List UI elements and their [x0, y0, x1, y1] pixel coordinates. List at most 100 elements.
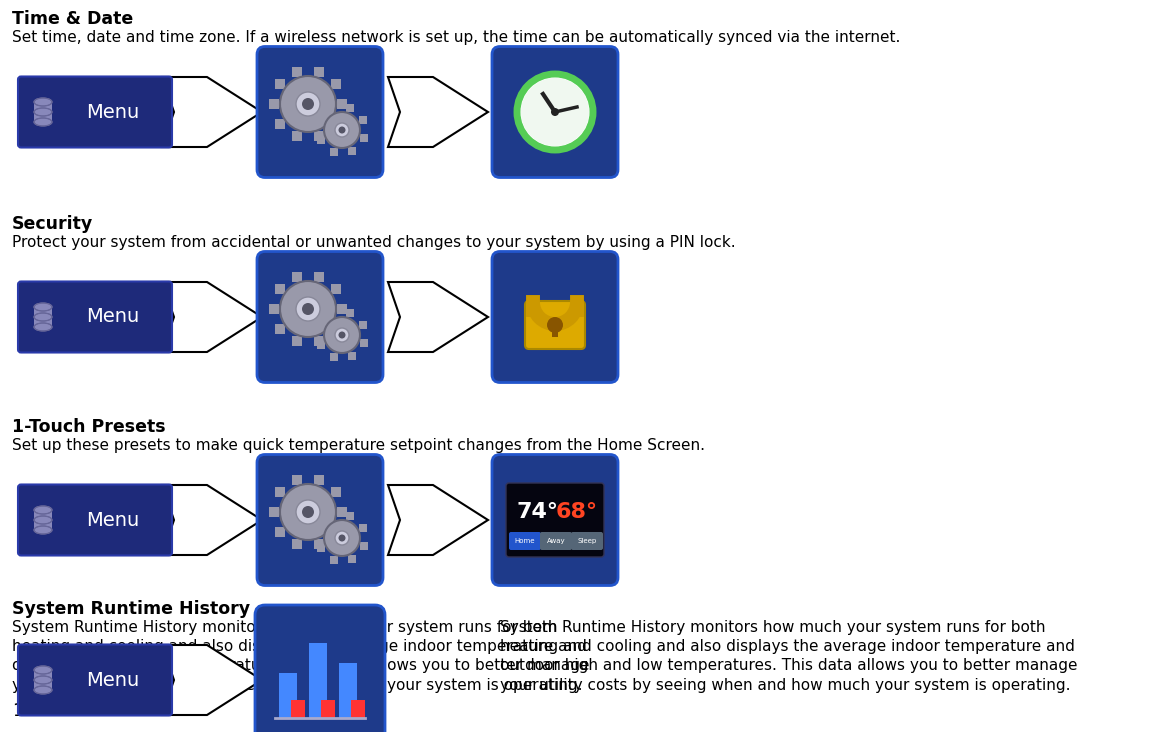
- Bar: [269, 507, 279, 517]
- Polygon shape: [163, 485, 262, 555]
- FancyBboxPatch shape: [255, 605, 385, 732]
- Bar: [331, 119, 340, 129]
- Bar: [34, 670, 52, 690]
- Text: 68°: 68°: [556, 502, 598, 522]
- Bar: [331, 284, 340, 294]
- Bar: [317, 118, 324, 126]
- Ellipse shape: [34, 313, 52, 321]
- Text: System Runtime History: System Runtime History: [12, 600, 250, 618]
- Bar: [359, 524, 367, 532]
- FancyBboxPatch shape: [492, 455, 618, 586]
- Circle shape: [339, 127, 346, 133]
- Bar: [339, 663, 356, 718]
- Ellipse shape: [34, 303, 52, 311]
- Text: Menu: Menu: [86, 307, 139, 326]
- FancyBboxPatch shape: [19, 644, 172, 715]
- Text: Sleep: Sleep: [577, 538, 597, 544]
- Bar: [330, 353, 338, 361]
- FancyBboxPatch shape: [525, 301, 585, 349]
- Bar: [329, 513, 337, 521]
- Bar: [275, 487, 286, 497]
- Bar: [320, 700, 336, 718]
- Circle shape: [302, 303, 313, 315]
- Bar: [313, 474, 324, 485]
- Circle shape: [302, 98, 313, 110]
- Bar: [331, 527, 340, 537]
- Bar: [551, 325, 558, 337]
- Bar: [293, 67, 303, 77]
- Circle shape: [280, 76, 336, 132]
- Text: Set time, date and time zone. If a wireless network is set up, the time can be a: Set time, date and time zone. If a wirel…: [12, 30, 901, 45]
- Text: Menu: Menu: [86, 510, 139, 529]
- FancyBboxPatch shape: [509, 532, 541, 550]
- Bar: [293, 474, 303, 485]
- FancyBboxPatch shape: [19, 282, 172, 353]
- Text: 14: 14: [12, 702, 34, 720]
- Circle shape: [336, 123, 349, 137]
- Bar: [34, 102, 52, 122]
- FancyBboxPatch shape: [19, 77, 172, 148]
- Circle shape: [517, 74, 593, 150]
- Bar: [313, 67, 324, 77]
- Bar: [317, 526, 324, 534]
- Circle shape: [339, 332, 346, 338]
- Bar: [279, 673, 297, 718]
- Bar: [331, 324, 340, 334]
- Bar: [34, 307, 52, 327]
- Circle shape: [339, 534, 346, 542]
- Polygon shape: [163, 77, 262, 147]
- Bar: [359, 116, 367, 124]
- FancyBboxPatch shape: [257, 455, 383, 586]
- Circle shape: [296, 500, 320, 524]
- Bar: [330, 148, 338, 156]
- FancyBboxPatch shape: [492, 252, 618, 383]
- Bar: [293, 131, 303, 141]
- Ellipse shape: [34, 108, 52, 116]
- FancyBboxPatch shape: [257, 47, 383, 177]
- Bar: [293, 539, 303, 549]
- Text: Security: Security: [12, 215, 93, 233]
- FancyBboxPatch shape: [506, 483, 604, 557]
- Bar: [346, 105, 354, 113]
- Bar: [313, 539, 324, 549]
- Ellipse shape: [34, 666, 52, 674]
- Bar: [348, 555, 355, 563]
- Ellipse shape: [34, 506, 52, 514]
- Bar: [317, 323, 324, 331]
- Bar: [337, 99, 347, 109]
- Ellipse shape: [34, 526, 52, 534]
- Text: Away: Away: [547, 538, 565, 544]
- Bar: [317, 340, 325, 348]
- Text: Home: Home: [514, 538, 535, 544]
- Bar: [313, 131, 324, 141]
- Bar: [275, 324, 286, 334]
- Bar: [359, 321, 367, 329]
- Text: Menu: Menu: [86, 671, 139, 690]
- Bar: [275, 527, 286, 537]
- Bar: [360, 542, 368, 550]
- Bar: [360, 134, 368, 142]
- Circle shape: [521, 78, 589, 146]
- Polygon shape: [388, 282, 488, 352]
- FancyBboxPatch shape: [19, 485, 172, 556]
- Polygon shape: [388, 77, 488, 147]
- Bar: [346, 512, 354, 520]
- Text: Time & Date: Time & Date: [12, 10, 134, 28]
- Polygon shape: [163, 282, 262, 352]
- Text: 74°: 74°: [515, 502, 558, 522]
- Circle shape: [336, 531, 349, 545]
- Bar: [313, 336, 324, 346]
- Bar: [331, 79, 340, 89]
- Bar: [351, 700, 365, 718]
- Circle shape: [324, 112, 360, 148]
- Circle shape: [551, 108, 558, 116]
- Circle shape: [324, 317, 360, 353]
- Circle shape: [302, 506, 313, 518]
- Circle shape: [336, 328, 349, 342]
- Circle shape: [547, 317, 563, 333]
- Circle shape: [296, 92, 320, 116]
- Text: Protect your system from accidental or unwanted changes to your system by using : Protect your system from accidental or u…: [12, 235, 736, 250]
- Bar: [337, 507, 347, 517]
- Bar: [348, 147, 355, 155]
- Bar: [329, 105, 337, 113]
